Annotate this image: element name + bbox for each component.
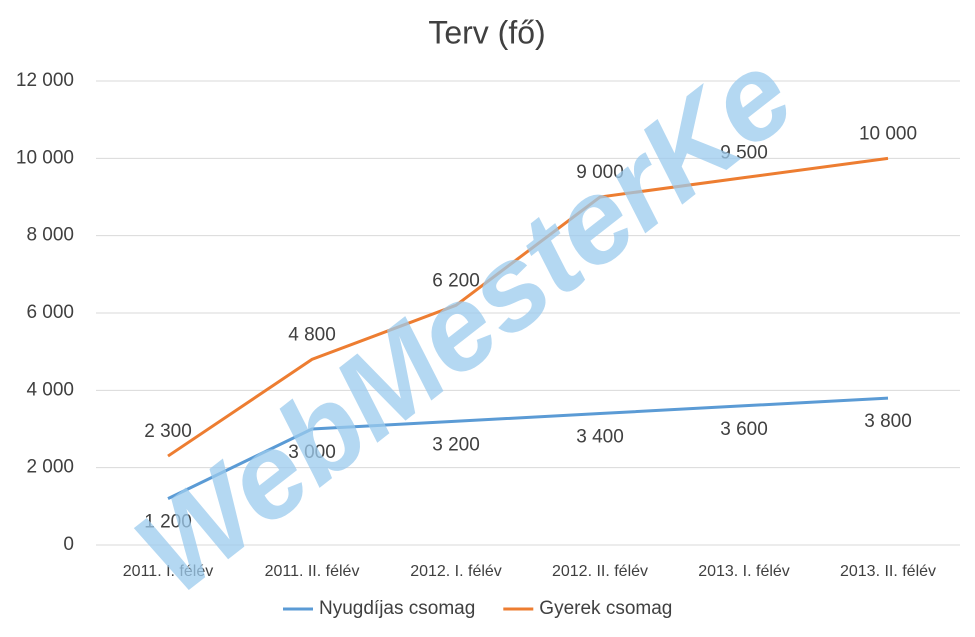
chart-title: Terv (fő) (428, 14, 545, 50)
legend-label: Gyerek csomag (539, 598, 672, 619)
data-label: 6 200 (432, 270, 480, 291)
x-tick-label: 2011. II. félév (265, 563, 360, 580)
x-tick-label: 2011. I. félév (123, 563, 213, 580)
data-label: 3 200 (432, 434, 480, 455)
y-tick-label: 12 000 (16, 70, 74, 91)
data-label: 9 500 (720, 143, 768, 164)
legend: Nyugdíjas csomag Gyerek csomag (283, 598, 672, 619)
x-tick-label: 2012. I. félév (410, 563, 502, 580)
x-tick-label: 2013. I. félév (698, 563, 790, 580)
series-line (167, 396, 889, 500)
data-label: 3 400 (576, 427, 624, 448)
y-tick-label: 8 000 (26, 225, 74, 246)
x-tick-label: 2012. II. félév (552, 563, 648, 580)
y-tick-label: 6 000 (26, 302, 74, 323)
data-label: 4 800 (288, 324, 336, 345)
data-label: 9 000 (576, 162, 624, 183)
x-tick-label: 2013. II. félév (840, 563, 936, 580)
series-line (167, 156, 889, 458)
watermark: WebMesterKe (111, 26, 817, 619)
y-tick-label: 10 000 (16, 147, 74, 168)
y-tick-label: 4 000 (26, 379, 74, 400)
data-label: 2 300 (144, 421, 192, 442)
y-tick-label: 2 000 (26, 457, 74, 478)
legend-label: Nyugdíjas csomag (319, 598, 475, 619)
data-label: 3 600 (720, 419, 768, 440)
data-label: 10 000 (859, 123, 917, 144)
y-tick-label: 0 (63, 534, 74, 555)
data-label: 3 000 (288, 442, 336, 463)
data-label: 3 800 (864, 411, 912, 432)
data-label: 1 200 (144, 512, 192, 533)
